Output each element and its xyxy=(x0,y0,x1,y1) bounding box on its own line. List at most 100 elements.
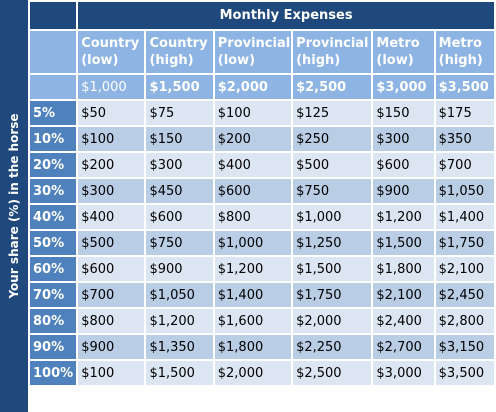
cell-text: 10% xyxy=(33,131,65,147)
value-cell: $450 xyxy=(146,179,213,203)
value-cell: $1,800 xyxy=(214,335,292,359)
cell-text: $150 xyxy=(376,105,410,121)
value-cell: $50 xyxy=(78,101,145,125)
amount-cell: $3,000 xyxy=(373,75,434,99)
cell-text: $1,750 xyxy=(296,287,342,303)
blank-cell xyxy=(30,31,77,73)
data-row: 100% $100 $1,500 $2,000 $2,500 $3,000 $3,500 xyxy=(30,361,494,385)
value-cell: $600 xyxy=(146,205,213,229)
expense-table: Monthly Expenses Country (low) Country (hig… xyxy=(28,0,496,387)
value-cell: $600 xyxy=(214,179,292,203)
cell-text: (low) xyxy=(217,53,256,68)
data-row: 40% $400 $600 $800 $1,000 $1,200 $1,400 xyxy=(30,205,494,229)
cell-text: $1,800 xyxy=(217,339,264,355)
cell-text: $1,400 xyxy=(217,287,264,303)
amount-cell: $3,500 xyxy=(435,75,494,99)
value-cell: $300 xyxy=(78,179,145,203)
cell-text: $3,150 xyxy=(438,339,485,355)
cell-text: $2,500 xyxy=(296,79,347,95)
cell-text: $200 xyxy=(217,131,251,147)
value-cell: $1,000 xyxy=(293,205,372,229)
column-header: Metro (low) xyxy=(373,31,434,73)
value-cell: $3,150 xyxy=(435,335,494,359)
share-label: 50% xyxy=(30,231,77,255)
cell-text: $2,700 xyxy=(376,339,422,355)
value-cell: $600 xyxy=(373,153,434,177)
cell-text: $2,800 xyxy=(438,313,485,329)
cell-text: Metro xyxy=(376,36,420,51)
cell-text: 30% xyxy=(33,183,65,199)
amount-row: $1,000 $1,500 $2,000 $2,500 $3,000 $3,500 xyxy=(30,75,494,99)
value-cell: $900 xyxy=(373,179,434,203)
value-cell: $1,500 xyxy=(146,361,213,385)
share-label: 5% xyxy=(30,101,77,125)
cell-text: $2,000 xyxy=(217,79,268,95)
column-header: Provincial (high) xyxy=(293,31,372,73)
cell-text: $1,500 xyxy=(149,365,195,381)
value-cell: $2,100 xyxy=(373,283,434,307)
cell-text: (low) xyxy=(81,53,119,68)
amount-cell: $1,000 xyxy=(78,75,145,99)
share-label: 10% xyxy=(30,127,77,151)
value-cell: $900 xyxy=(78,335,145,359)
value-cell: $2,000 xyxy=(293,309,372,333)
value-cell: $3,500 xyxy=(435,361,494,385)
value-cell: $125 xyxy=(293,101,372,125)
cell-text: 70% xyxy=(33,287,65,303)
cell-text: $400 xyxy=(81,209,115,225)
value-cell: $2,800 xyxy=(435,309,494,333)
column-header: Country (high) xyxy=(146,31,213,73)
data-row: 60% $600 $900 $1,200 $1,500 $1,800 $2,100 xyxy=(30,257,494,281)
cell-text: $900 xyxy=(81,339,115,355)
data-row: 70% $700 $1,050 $1,400 $1,750 $2,100 $2,450 xyxy=(30,283,494,307)
cell-text: $750 xyxy=(296,183,330,199)
cell-text: $2,400 xyxy=(376,313,422,329)
value-cell: $1,750 xyxy=(435,231,494,255)
value-cell: $2,000 xyxy=(214,361,292,385)
value-cell: $200 xyxy=(214,127,292,151)
cell-text: $1,250 xyxy=(296,235,342,251)
share-label: 20% xyxy=(30,153,77,177)
amount-cell: $2,500 xyxy=(293,75,372,99)
cell-text: $3,500 xyxy=(438,79,489,95)
cell-text: $1,400 xyxy=(438,209,485,225)
value-cell: $150 xyxy=(373,101,434,125)
value-cell: $1,000 xyxy=(214,231,292,255)
cell-text: $100 xyxy=(81,131,115,147)
data-row: 30% $300 $450 $600 $750 $900 $1,050 xyxy=(30,179,494,203)
value-cell: $1,600 xyxy=(214,309,292,333)
value-cell: $1,350 xyxy=(146,335,213,359)
cell-text: $100 xyxy=(81,365,115,381)
value-cell: $2,450 xyxy=(435,283,494,307)
value-cell: $900 xyxy=(146,257,213,281)
value-cell: $3,000 xyxy=(373,361,434,385)
value-cell: $1,050 xyxy=(435,179,494,203)
cell-text: $1,350 xyxy=(149,339,195,355)
value-cell: $600 xyxy=(78,257,145,281)
cell-text: (high) xyxy=(149,53,194,68)
value-cell: $400 xyxy=(214,153,292,177)
cell-text: $2,100 xyxy=(438,261,485,277)
cell-text: 80% xyxy=(33,313,65,329)
cell-text: $900 xyxy=(149,261,183,277)
value-cell: $1,400 xyxy=(435,205,494,229)
amount-cell: $2,000 xyxy=(214,75,292,99)
cell-text: $750 xyxy=(149,235,183,251)
share-label: 30% xyxy=(30,179,77,203)
cell-text: 40% xyxy=(33,209,65,225)
cell-text: 100% xyxy=(33,365,74,381)
value-cell: $2,400 xyxy=(373,309,434,333)
value-cell: $100 xyxy=(78,361,145,385)
cell-text: 20% xyxy=(33,157,65,173)
data-row: 5% $50 $75 $100 $125 $150 $175 xyxy=(30,101,494,125)
value-cell: $700 xyxy=(435,153,494,177)
cell-text: $300 xyxy=(81,183,115,199)
share-label: 60% xyxy=(30,257,77,281)
cell-text: $1,050 xyxy=(438,183,485,199)
cell-text: $200 xyxy=(81,157,115,173)
blank-cell xyxy=(30,75,77,99)
cell-text: $1,500 xyxy=(149,79,200,95)
share-label: 80% xyxy=(30,309,77,333)
data-row: 20% $200 $300 $400 $500 $600 $700 xyxy=(30,153,494,177)
